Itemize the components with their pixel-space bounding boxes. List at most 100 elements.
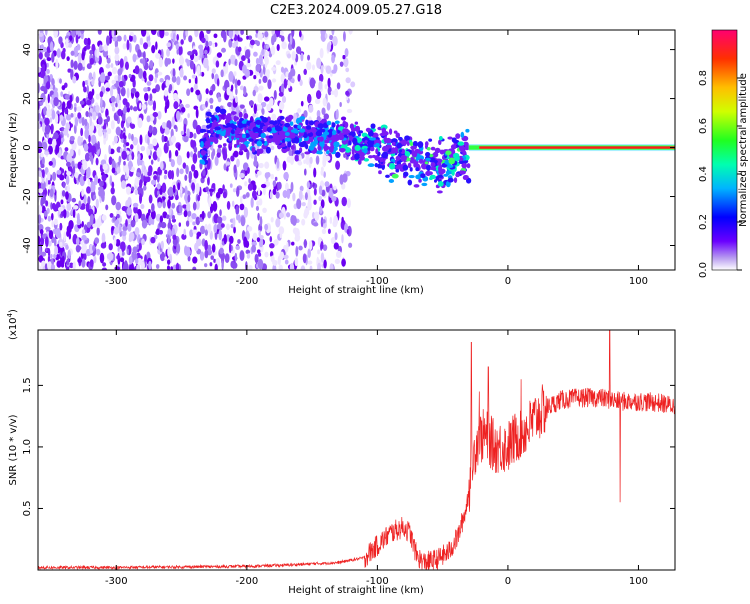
- heatmap-cell: [215, 133, 219, 138]
- heatmap-cell: [192, 266, 197, 270]
- heatmap-cell: [325, 155, 331, 162]
- heatmap-cell: [93, 194, 97, 200]
- heatmap-cell: [438, 136, 443, 141]
- heatmap-cell: [150, 210, 156, 220]
- heatmap-cell: [152, 138, 158, 147]
- heatmap-cell: [271, 66, 277, 72]
- heatmap-cell: [158, 229, 163, 235]
- heatmap-cell: [259, 234, 264, 240]
- heatmap-cell: [219, 108, 227, 115]
- heatmap-cell: [220, 69, 224, 78]
- heatmap-cell: [163, 174, 167, 180]
- heatmap-cell: [294, 257, 299, 267]
- heatmap-cell: [125, 186, 132, 195]
- heatmap-cell: [264, 161, 270, 169]
- heatmap-cell: [201, 128, 207, 133]
- heatmap-cell: [222, 191, 227, 199]
- heatmap-cell: [66, 230, 70, 237]
- heatmap-cell: [288, 148, 293, 157]
- heatmap-cell: [97, 30, 102, 35]
- heatmap-cell: [118, 81, 124, 88]
- heatmap-cell: [84, 239, 89, 244]
- heatmap-cell: [216, 216, 223, 224]
- heatmap-cell: [87, 196, 91, 206]
- heatmap-cell: [96, 123, 101, 129]
- heatmap-cell: [150, 30, 157, 36]
- heatmap-cell: [149, 93, 153, 101]
- heatmap-cell: [89, 50, 94, 55]
- heatmap-cell: [236, 214, 239, 221]
- heatmap-cell: [249, 39, 255, 46]
- heatmap-cell: [262, 207, 267, 214]
- heatmap-cell: [129, 144, 134, 150]
- heatmap-cell: [59, 114, 64, 122]
- heatmap-cell: [304, 151, 311, 155]
- heatmap-cell: [126, 248, 130, 255]
- heatmap-cell: [276, 158, 280, 169]
- heatmap-cell: [193, 83, 198, 91]
- heatmap-cell: [40, 180, 46, 191]
- heatmap-cell: [234, 252, 238, 262]
- heatmap-cell: [234, 134, 242, 138]
- heatmap-cell: [323, 145, 330, 151]
- heatmap-cell: [176, 48, 180, 55]
- heatmap-cell: [156, 183, 161, 190]
- heatmap-cell: [200, 71, 205, 77]
- heatmap-cell: [314, 211, 320, 221]
- heatmap-x-tick-label: -200: [236, 276, 259, 287]
- heatmap-cell: [84, 128, 90, 140]
- heatmap-cell: [97, 127, 104, 137]
- heatmap-cell: [50, 264, 56, 270]
- heatmap-cell: [211, 72, 215, 80]
- heatmap-cell: [188, 35, 193, 43]
- heatmap-x-ticks: -300 -200 -100 0 100: [105, 30, 648, 287]
- heatmap-cell: [47, 255, 51, 264]
- heatmap-cell: [435, 176, 439, 181]
- heatmap-cell: [165, 79, 170, 88]
- heatmap-cell: [297, 108, 302, 114]
- heatmap-cell: [137, 117, 143, 128]
- heatmap-cell: [306, 181, 310, 189]
- heatmap-cell: [185, 220, 190, 227]
- heatmap-cell: [54, 113, 59, 125]
- heatmap-cell: [313, 139, 319, 145]
- heatmap-y-label: Frequency (Hz): [8, 112, 19, 188]
- heatmap-cell: [254, 253, 259, 264]
- heatmap-cell: [279, 116, 285, 120]
- heatmap-cell: [146, 31, 150, 37]
- heatmap-cell: [72, 261, 76, 270]
- heatmap-cell: [368, 130, 374, 137]
- heatmap-cell: [187, 113, 190, 119]
- heatmap-cell: [192, 256, 198, 264]
- heatmap-cell: [161, 182, 167, 194]
- heatmap-cell: [414, 163, 420, 168]
- heatmap-cell: [69, 135, 75, 142]
- heatmap-cell: [318, 80, 323, 90]
- heatmap-cell: [204, 263, 208, 268]
- heatmap-cell: [257, 93, 263, 104]
- heatmap-cell: [150, 159, 154, 165]
- heatmap-cell: [45, 236, 49, 248]
- heatmap-cell: [170, 159, 175, 168]
- heatmap-cell: [290, 181, 294, 193]
- heatmap-cell: [465, 128, 470, 133]
- heatmap-cell: [234, 95, 238, 104]
- heatmap-cell: [86, 172, 90, 179]
- heatmap-cell: [436, 190, 443, 194]
- heatmap-cell: [279, 232, 283, 239]
- heatmap-cell: [348, 30, 353, 35]
- heatmap-cell: [221, 130, 226, 137]
- heatmap-cell: [282, 189, 288, 199]
- heatmap-cell: [324, 181, 330, 188]
- heatmap-cell: [335, 109, 339, 120]
- heatmap-cell: [345, 90, 350, 96]
- heatmap-cell: [56, 169, 62, 175]
- heatmap-cell: [258, 229, 261, 238]
- heatmap-cell: [126, 39, 130, 51]
- heatmap-cell: [172, 68, 176, 78]
- heatmap-cell: [303, 168, 307, 176]
- heatmap-cell: [64, 147, 69, 152]
- heatmap-cell: [129, 76, 135, 82]
- heatmap-cell: [138, 242, 142, 251]
